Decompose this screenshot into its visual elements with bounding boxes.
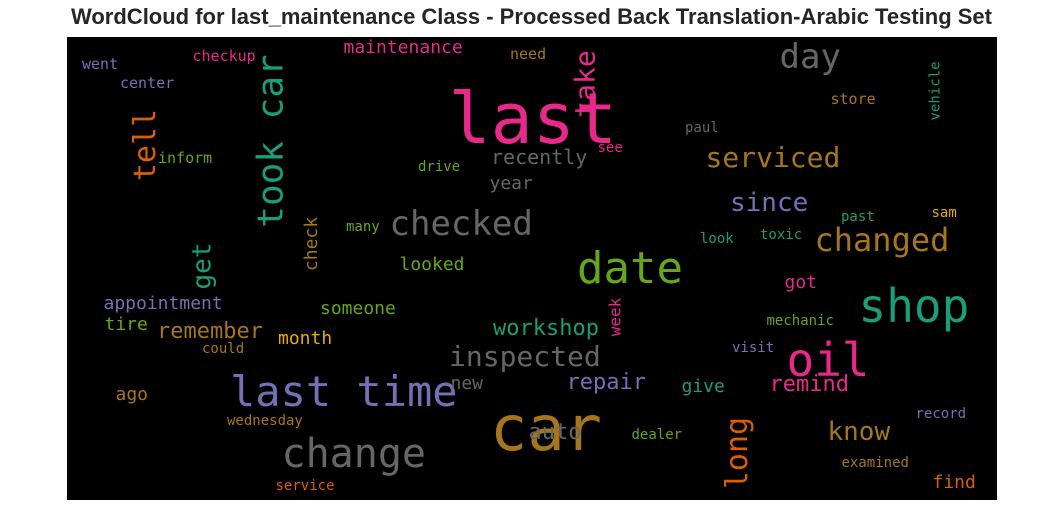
word-visit: visit <box>732 340 775 356</box>
word-since: since <box>730 188 809 218</box>
word-month: month <box>278 328 333 349</box>
word-took-car: took car <box>250 54 292 228</box>
chart-title: WordCloud for last_maintenance Class - P… <box>71 4 992 29</box>
word-repair: repair <box>566 370 646 395</box>
word-need: need <box>510 44 547 63</box>
word-check: check <box>301 216 323 272</box>
word-someone: someone <box>320 298 396 319</box>
word-past: past <box>841 209 875 225</box>
word-shop: shop <box>858 279 970 333</box>
word-oil: oil <box>786 333 870 387</box>
word-new: new <box>450 373 484 394</box>
word-tell: tell <box>128 108 164 182</box>
word-long: long <box>720 416 756 490</box>
word-take: take <box>568 50 602 118</box>
word-mechanic: mechanic <box>766 313 834 329</box>
word-inform: inform <box>158 148 213 167</box>
word-day: day <box>779 37 841 77</box>
word-workshop: workshop <box>493 316 599 341</box>
word-look: look <box>700 231 734 247</box>
word-cloud: last car last time shop oil date change took ca… <box>67 37 997 500</box>
word-recently: recently <box>491 145 588 169</box>
word-paul: paul <box>685 120 719 136</box>
word-drive: drive <box>418 159 461 175</box>
word-changed: changed <box>814 221 950 259</box>
word-checked: checked <box>389 204 533 244</box>
word-toxic: toxic <box>760 227 803 243</box>
word-know: know <box>827 417 891 447</box>
word-examined: examined <box>841 455 909 471</box>
word-change: change <box>281 431 427 477</box>
word-sam: sam <box>931 205 957 221</box>
word-tire: tire <box>104 314 148 335</box>
word-could: could <box>202 341 245 357</box>
word-got: got <box>784 272 818 293</box>
word-record: record <box>915 406 967 422</box>
word-many: many <box>346 219 380 235</box>
word-center: center <box>120 73 175 92</box>
word-give: give <box>681 376 725 397</box>
word-last-time: last time <box>230 367 458 416</box>
word-auto: auto <box>528 420 582 445</box>
word-store: store <box>830 89 876 108</box>
word-checkup: checkup <box>192 46 256 65</box>
word-inspected: inspected <box>449 340 601 373</box>
word-get: get <box>186 242 217 290</box>
word-find: find <box>932 472 976 493</box>
word-dealer: dealer <box>631 427 683 443</box>
word-date: date <box>577 243 683 294</box>
word-ago: ago <box>115 384 149 405</box>
word-appointment: appointment <box>103 293 223 314</box>
word-remember: remember <box>157 319 263 344</box>
word-vehicle: vehicle <box>927 61 944 121</box>
word-remind: remind <box>769 372 849 397</box>
word-last: last <box>448 78 618 160</box>
word-week: week <box>604 297 624 337</box>
word-looked: looked <box>399 254 465 275</box>
word-car: car <box>490 392 602 465</box>
word-maintenance: maintenance <box>343 37 463 58</box>
word-year: year <box>489 173 533 194</box>
word-service: service <box>275 478 335 494</box>
word-serviced: serviced <box>705 141 841 174</box>
word-see: see <box>597 140 623 156</box>
word-wednesday: wednesday <box>227 413 303 429</box>
word-went: went <box>82 54 119 73</box>
